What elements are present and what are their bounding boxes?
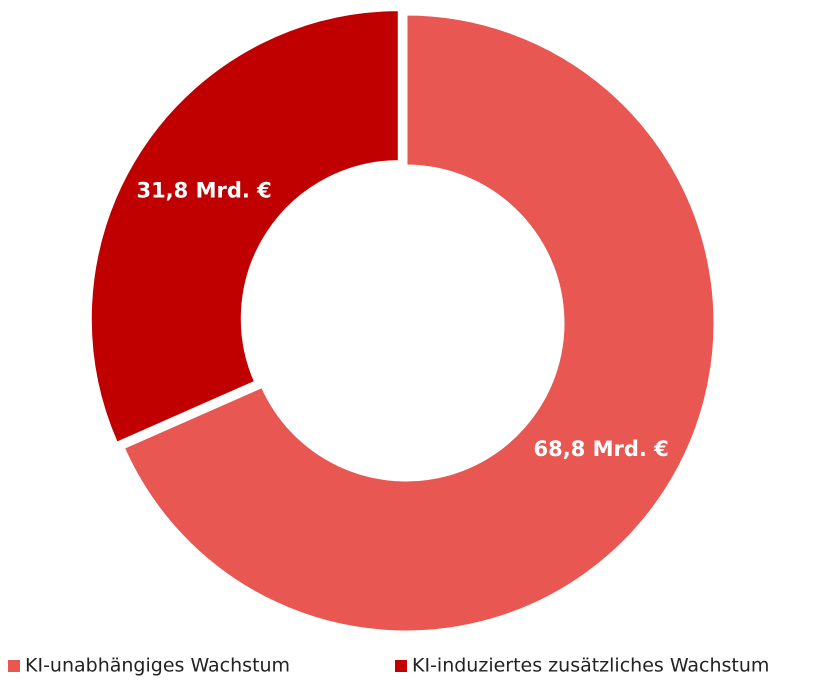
legend-label: KI-unabhängiges Wachstum — [25, 655, 290, 677]
legend-swatch — [395, 660, 407, 672]
value-label: 31,8 Mrd. € — [136, 178, 271, 202]
donut-slice — [88, 8, 401, 446]
donut-slice — [121, 12, 717, 634]
legend-label: KI-induziertes zusätzliches Wachstum — [412, 655, 769, 677]
value-label: 68,8 Mrd. € — [534, 437, 669, 461]
legend-swatch — [8, 660, 20, 672]
